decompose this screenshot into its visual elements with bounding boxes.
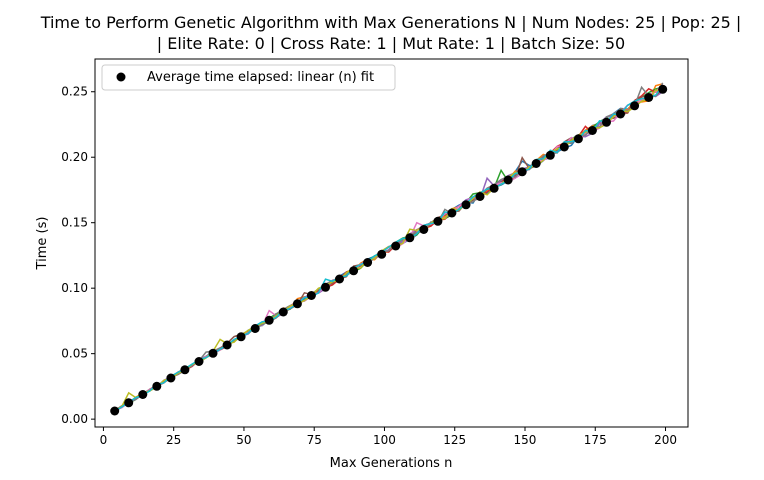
x-tick-label: 150	[514, 433, 537, 447]
fit-point	[166, 373, 176, 383]
y-tick-label: 0.10	[61, 281, 88, 295]
fit-point	[138, 390, 148, 399]
legend: Average time elapsed: linear (n) fit	[101, 64, 396, 91]
fit-point	[250, 324, 260, 333]
x-tick-label: 0	[100, 433, 108, 447]
x-axis-label: Max Generations n	[330, 456, 453, 471]
fit-point	[616, 109, 625, 119]
fit-point	[208, 348, 218, 358]
y-tick-label: 0.05	[61, 347, 88, 361]
fit-point	[644, 93, 654, 102]
x-axis: 0 25 50 75 100 125 150 175 200	[100, 427, 677, 447]
fit-points	[110, 84, 668, 416]
fit-point	[658, 84, 668, 94]
fit-point	[405, 233, 415, 243]
fit-point	[559, 142, 569, 152]
fit-point	[377, 249, 387, 259]
trial-series-line	[114, 85, 664, 412]
fit-point	[489, 183, 499, 193]
fit-point	[503, 175, 513, 185]
y-tick-label: 0.15	[61, 216, 88, 230]
trial-lines	[114, 82, 664, 413]
x-tick-label: 175	[584, 433, 607, 447]
fit-point	[335, 274, 344, 284]
y-tick-label: 0.20	[61, 150, 88, 164]
fit-point	[306, 291, 316, 300]
chart-title-line-2: | Elite Rate: 0 | Cross Rate: 1 | Mut Ra…	[157, 34, 625, 53]
fit-point	[278, 307, 288, 317]
fit-point	[391, 241, 401, 251]
fit-point	[573, 134, 583, 144]
chart-title-line-1: Time to Perform Genetic Algorithm with M…	[40, 13, 742, 32]
fit-point	[447, 208, 457, 218]
x-tick-label: 100	[373, 433, 396, 447]
fit-point	[517, 167, 527, 177]
fit-point	[419, 225, 429, 234]
fit-point	[194, 357, 204, 366]
fit-point	[236, 332, 246, 342]
fit-point	[349, 266, 359, 276]
fit-point	[545, 150, 555, 160]
fit-point	[292, 299, 302, 309]
legend-label: Average time elapsed: linear (n) fit	[147, 70, 374, 85]
y-tick-label: 0.00	[61, 412, 88, 426]
y-axis-label: Time (s)	[35, 217, 50, 271]
fit-point	[321, 282, 330, 292]
fit-point	[587, 126, 597, 135]
fit-point	[180, 365, 190, 375]
trial-series-line	[114, 82, 664, 412]
fit-point	[531, 159, 541, 168]
fit-point	[433, 216, 443, 226]
fit-point	[124, 398, 134, 408]
fit-point	[152, 381, 162, 391]
fit-point	[630, 101, 640, 111]
y-tick-label: 0.25	[61, 85, 88, 99]
x-tick-label: 25	[166, 433, 181, 447]
fit-point	[602, 117, 611, 127]
fit-point	[222, 340, 232, 350]
x-tick-label: 50	[236, 433, 251, 447]
fit-point	[264, 315, 274, 325]
legend-box	[101, 64, 396, 91]
fit-point	[363, 258, 373, 267]
fit-point	[475, 192, 485, 201]
x-tick-label: 125	[443, 433, 466, 447]
plot-frame	[94, 58, 689, 428]
x-tick-label: 75	[307, 433, 322, 447]
fit-point	[110, 406, 120, 416]
y-axis: 0.00 0.05 0.10 0.15 0.20 0.25	[61, 85, 95, 426]
fit-point	[461, 200, 471, 210]
x-tick-label: 200	[654, 433, 677, 447]
legend-marker	[116, 72, 126, 82]
